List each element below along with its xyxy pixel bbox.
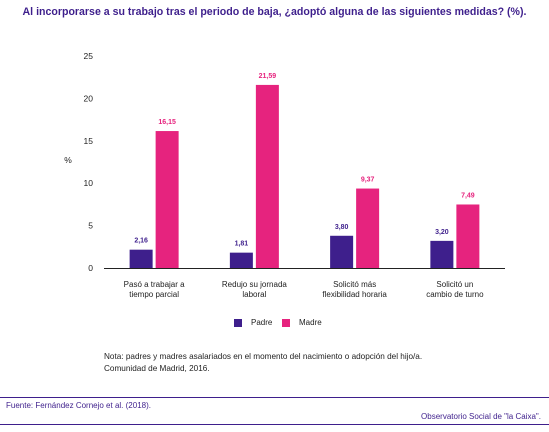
y-tick-label: 5 — [88, 221, 93, 231]
legend-swatch-padre — [234, 318, 242, 327]
bar-padre — [229, 252, 253, 268]
x-category-label: Solicitó más — [333, 280, 376, 289]
legend-label-madre: Madre — [299, 318, 322, 327]
source-note: Fuente: Fernández Cornejo et al. (2018). — [6, 401, 151, 410]
bar-madre — [356, 188, 380, 268]
bar-madre — [456, 204, 480, 268]
y-tick-label: 15 — [84, 136, 94, 146]
data-label-madre: 16,15 — [158, 119, 176, 126]
x-category-label: Solicitó un — [436, 280, 473, 289]
y-axis-label: % — [64, 155, 72, 165]
data-label-padre: 3,20 — [435, 229, 449, 236]
data-label-madre: 21,59 — [259, 73, 277, 80]
page-title: Al incorporarse a su trabajo tras el per… — [22, 6, 527, 18]
x-category-label: laboral — [242, 290, 266, 299]
y-tick-label: 25 — [84, 51, 94, 61]
note-line: Comunidad de Madrid, 2016. — [104, 364, 210, 373]
x-category-label: flexibilidad horaria — [322, 290, 387, 299]
bar-madre — [255, 84, 279, 268]
note-line: Nota: padres y madres asalariados en el … — [104, 352, 423, 361]
data-label-padre: 2,16 — [134, 238, 148, 245]
data-label-madre: 7,49 — [461, 192, 475, 199]
data-label-padre: 1,81 — [235, 241, 249, 248]
footer-divider-bottom — [0, 424, 549, 425]
legend-label-padre: Padre — [251, 318, 273, 327]
x-category-label: Pasó a trabajar a — [124, 280, 185, 289]
x-category-label: tiempo parcial — [129, 290, 179, 299]
footer-divider-top — [0, 397, 549, 398]
y-tick-label: 0 — [88, 263, 93, 273]
y-tick-label: 20 — [84, 93, 94, 103]
bar-madre — [155, 131, 179, 268]
y-tick-label: 10 — [84, 178, 94, 188]
legend: Padre Madre — [0, 318, 549, 332]
bar-padre — [430, 240, 454, 268]
x-category-label: cambio de turno — [426, 290, 484, 299]
bar-padre — [129, 249, 153, 268]
data-label-madre: 9,37 — [361, 177, 375, 184]
publisher-credit: Observatorio Social de "la Caixa". — [421, 412, 541, 421]
x-category-label: Redujo su jornada — [222, 280, 287, 289]
legend-item-madre: Madre — [282, 318, 322, 327]
chart-note: Nota: padres y madres asalariados en el … — [104, 351, 504, 375]
legend-swatch-madre — [282, 318, 290, 327]
data-label-padre: 3,80 — [335, 224, 349, 231]
legend-item-padre: Padre — [234, 318, 272, 327]
bar-padre — [330, 235, 354, 268]
